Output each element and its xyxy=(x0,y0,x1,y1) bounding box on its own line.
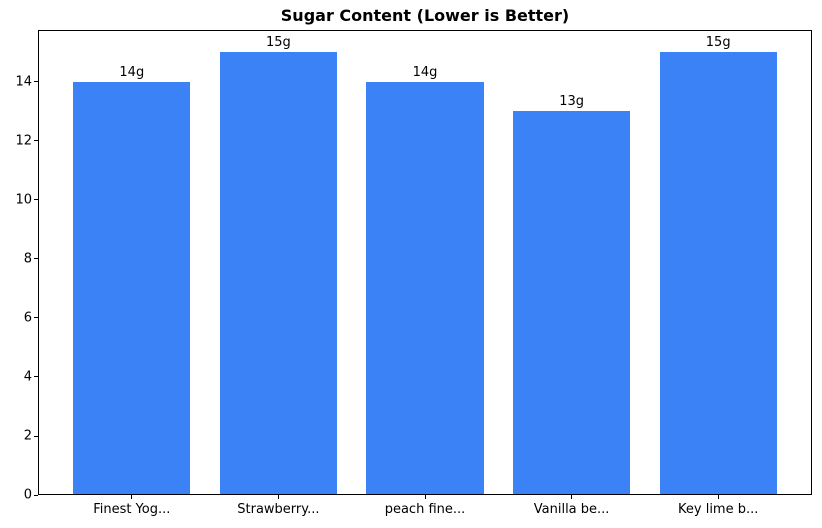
y-axis-tick xyxy=(34,81,38,83)
bar xyxy=(73,81,191,495)
y-axis-tick xyxy=(34,376,38,378)
y-axis-tick-label: 10 xyxy=(15,192,32,208)
x-axis-tick xyxy=(131,495,133,499)
y-axis-tick-label: 12 xyxy=(15,133,32,149)
bar-value-label: 14g xyxy=(412,64,438,80)
y-axis-tick xyxy=(34,258,38,260)
y-axis-tick-label: 2 xyxy=(23,428,32,444)
y-axis-tick-label: 0 xyxy=(23,487,32,503)
x-axis-tick-label: Strawberry... xyxy=(237,502,320,517)
y-axis-tick xyxy=(34,317,38,319)
y-axis-tick-label: 8 xyxy=(23,251,32,267)
x-axis-tick-label: Key lime b... xyxy=(678,502,759,517)
x-axis-tick xyxy=(277,495,279,499)
x-axis-tick-label: peach fine... xyxy=(384,502,466,517)
x-axis-tick-label: Vanilla be... xyxy=(533,502,610,517)
bar xyxy=(659,52,777,495)
plot-area: 14g 15g 14g 13g 15g xyxy=(38,30,812,495)
y-axis-tick-label: 4 xyxy=(23,369,32,385)
bar xyxy=(513,111,631,495)
x-axis-tick xyxy=(717,495,719,499)
x-axis-tick-label: Finest Yog... xyxy=(93,502,171,517)
x-axis-tick xyxy=(571,495,573,499)
bar-value-label: 14g xyxy=(119,64,145,80)
y-axis-tick xyxy=(34,140,38,142)
chart-title: Sugar Content (Lower is Better) xyxy=(280,6,570,25)
bar-value-label: 15g xyxy=(705,35,731,51)
y-axis-tick xyxy=(34,199,38,201)
y-axis-tick xyxy=(34,494,38,496)
y-axis-tick xyxy=(34,435,38,437)
bar xyxy=(366,81,484,495)
bar-value-label: 13g xyxy=(559,94,584,110)
y-axis-tick-label: 14 xyxy=(15,74,32,90)
bar xyxy=(219,52,338,495)
x-axis-tick xyxy=(424,495,426,499)
bar-value-label: 15g xyxy=(265,35,291,51)
y-axis-tick-label: 6 xyxy=(23,310,32,326)
